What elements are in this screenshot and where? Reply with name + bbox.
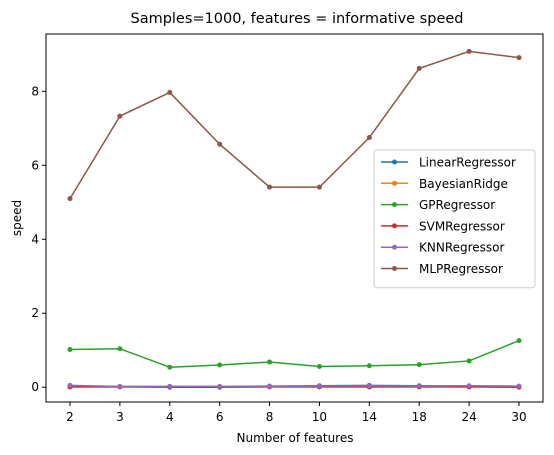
legend-label: MLPRegressor (419, 262, 503, 276)
x-tick-label: 6 (216, 410, 224, 424)
data-point (167, 364, 173, 370)
data-point (267, 383, 273, 389)
x-axis: 2 3 4 6 8 10 14 18 24 30 (66, 402, 527, 424)
y-tick-label: 4 (31, 232, 39, 246)
legend-box (373, 149, 536, 289)
data-point (466, 48, 472, 54)
legend-item: KNNRegressor (381, 241, 505, 255)
x-axis-label: Number of features (237, 431, 354, 445)
x-tick-label: 3 (116, 410, 124, 424)
data-point (416, 383, 422, 389)
x-tick-label: 24 (461, 410, 476, 424)
series-line (69, 384, 520, 388)
legend-marker (392, 159, 397, 165)
data-point (366, 135, 372, 141)
data-point (267, 184, 273, 190)
x-tick-label: 30 (511, 410, 526, 424)
series-GPRegressor (67, 338, 522, 370)
legend-item: MLPRegressor (381, 262, 503, 276)
legend-label: KNNRegressor (419, 241, 505, 255)
data-point (416, 65, 422, 71)
series-line (69, 339, 520, 368)
data-point (117, 113, 123, 119)
legend-marker (392, 202, 397, 208)
y-tick-label: 8 (31, 84, 39, 98)
y-tick-label: 0 (31, 380, 39, 394)
legend-item: GPRegressor (381, 198, 495, 212)
y-axis-label: speed (10, 200, 24, 236)
data-point (316, 184, 322, 190)
legend-label: GPRegressor (419, 198, 495, 212)
data-point (316, 383, 322, 389)
data-point (416, 362, 422, 368)
plot-area (67, 48, 522, 390)
data-point (516, 338, 522, 344)
data-point (366, 363, 372, 369)
data-point (117, 346, 123, 352)
data-point (466, 383, 472, 389)
data-point (516, 383, 522, 389)
x-tick-label: 10 (312, 410, 327, 424)
plot-frame (45, 33, 544, 403)
data-point (167, 383, 173, 389)
data-point (217, 383, 223, 389)
legend-item: LinearRegressor (381, 156, 516, 170)
x-tick-label: 14 (362, 410, 377, 424)
legend-label: SVMRegressor (419, 219, 505, 233)
data-point (217, 141, 223, 147)
series-line (69, 50, 520, 199)
data-point (67, 346, 73, 352)
data-point (167, 89, 173, 95)
data-point (366, 383, 372, 389)
legend: LinearRegressor BayesianRidge GPRegressor S… (373, 149, 536, 289)
data-point (466, 358, 472, 364)
series-MLPRegressor (67, 48, 522, 202)
legend-marker (392, 180, 397, 186)
chart-title: Samples=1000, features = informative spe… (130, 11, 463, 27)
x-tick-label: 4 (166, 410, 174, 424)
data-point (67, 382, 73, 388)
x-tick-label: 18 (412, 410, 427, 424)
y-tick-label: 2 (31, 306, 39, 320)
legend-marker (392, 223, 397, 229)
data-point (67, 196, 73, 202)
data-point (316, 363, 322, 369)
data-point (117, 383, 123, 389)
y-tick-label: 6 (31, 158, 39, 172)
legend-item: SVMRegressor (381, 219, 505, 233)
data-point (217, 362, 223, 368)
x-tick-label: 8 (266, 410, 274, 424)
legend-item: BayesianRidge (381, 177, 508, 191)
series-KNNRegressor (67, 382, 522, 389)
x-tick-label: 2 (66, 410, 74, 424)
legend-marker (392, 244, 397, 250)
legend-label: BayesianRidge (419, 177, 508, 191)
data-point (516, 55, 522, 61)
legend-label: LinearRegressor (419, 156, 516, 170)
y-axis: 0 2 4 6 8 (31, 84, 46, 394)
legend-marker (392, 266, 397, 271)
data-point (267, 359, 273, 365)
